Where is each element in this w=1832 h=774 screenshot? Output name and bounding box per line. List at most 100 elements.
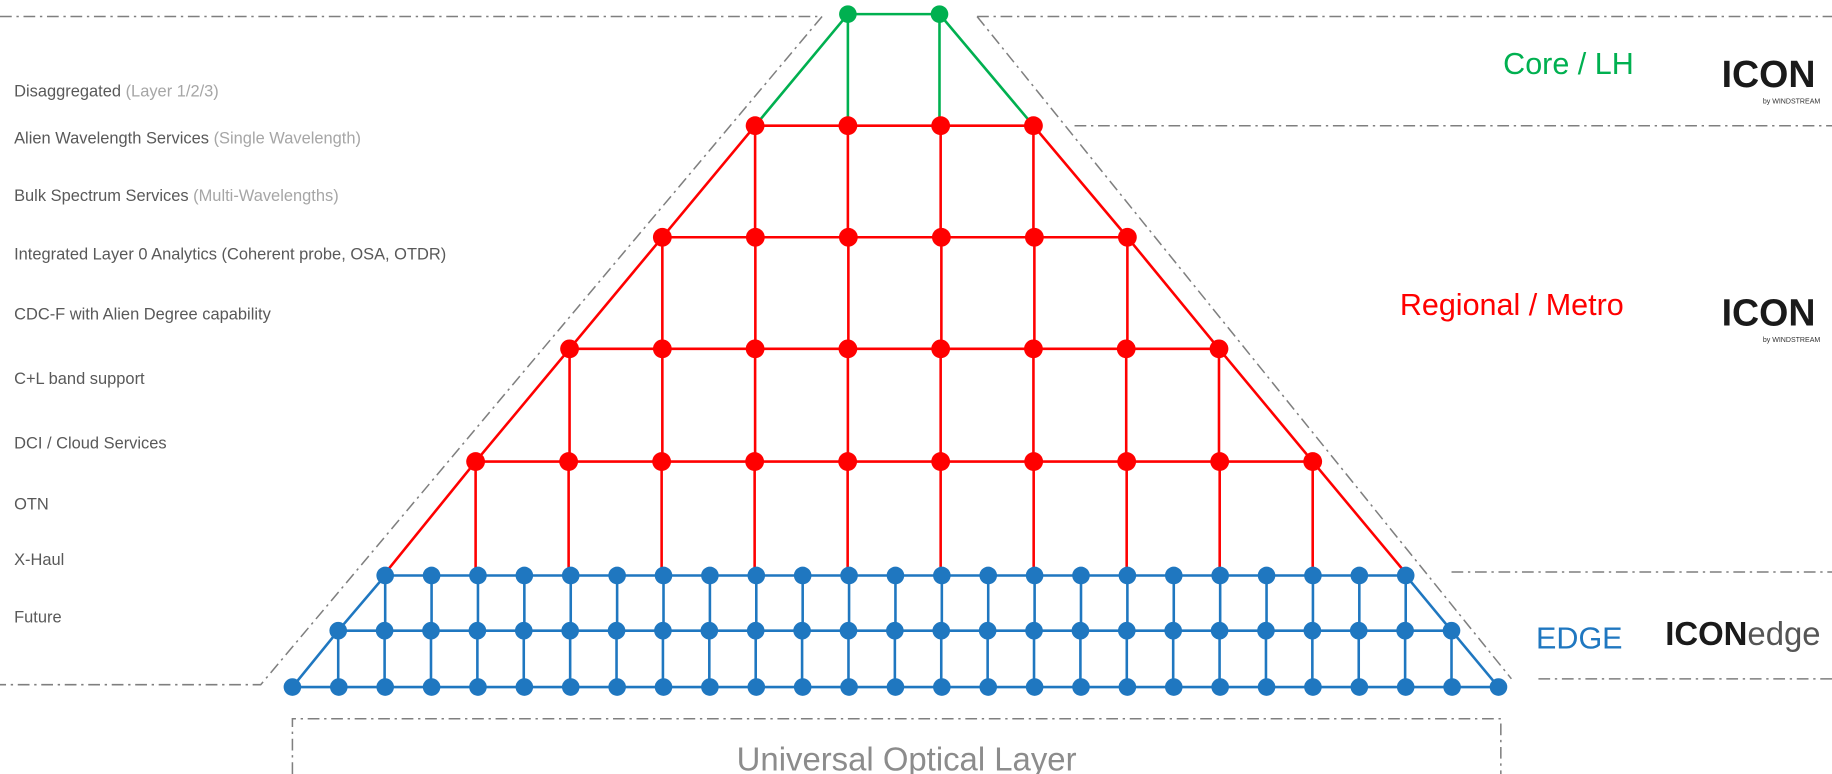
- link: [474, 348, 571, 463]
- node: [745, 116, 765, 136]
- feature: Disaggregated (Layer 1/2/3): [14, 82, 219, 100]
- node: [283, 678, 302, 696]
- node: [329, 621, 348, 640]
- node: [376, 678, 394, 696]
- logo-brand: ICON: [1722, 53, 1816, 95]
- node: [745, 339, 765, 359]
- link: [1217, 348, 1314, 463]
- node: [654, 621, 672, 640]
- node: [559, 452, 579, 471]
- node: [654, 566, 673, 585]
- node: [1024, 452, 1044, 471]
- node: [1489, 678, 1508, 696]
- feature-text: CDC-F with Alien Degree capability: [14, 305, 271, 323]
- guide-right: [976, 15, 1832, 680]
- node: [979, 678, 998, 696]
- node: [1211, 566, 1229, 585]
- node: [747, 678, 766, 696]
- feature-text: Integrated Layer 0 Analytics (Coherent p…: [14, 246, 446, 264]
- node: [1304, 566, 1322, 585]
- logo: ICON by WINDSTREAM: [1722, 291, 1821, 343]
- node: [746, 621, 765, 640]
- footer-label: Universal Optical Layer: [737, 740, 1077, 774]
- feature: C+L band support: [14, 370, 145, 388]
- node: [1117, 227, 1137, 247]
- node: [652, 339, 672, 359]
- node: [1304, 678, 1322, 696]
- tier-divider: [1074, 124, 1832, 680]
- node: [1442, 621, 1461, 640]
- link: [1126, 236, 1220, 350]
- network: [283, 5, 1508, 696]
- node: [1071, 621, 1090, 640]
- feature: Integrated Layer 0 Analytics (Coherent p…: [14, 246, 446, 264]
- node: [468, 621, 487, 640]
- node: [652, 227, 672, 247]
- node: [515, 566, 534, 585]
- node: [1164, 566, 1183, 585]
- link: [1404, 574, 1453, 632]
- link: [754, 13, 849, 127]
- logo-byline: by WINDSTREAM: [1763, 337, 1821, 344]
- node: [745, 227, 765, 247]
- node: [1303, 621, 1322, 640]
- node: [1396, 566, 1415, 585]
- feature-text: X-Haul: [14, 551, 64, 569]
- feature: OTN: [14, 496, 49, 514]
- node: [1164, 678, 1183, 696]
- feature-text: OTN: [14, 496, 49, 514]
- link: [337, 574, 387, 632]
- node: [931, 227, 951, 247]
- feature-note: (Multi-Wavelengths): [193, 187, 339, 205]
- logo: ICONedge: [1665, 615, 1820, 652]
- link: [1032, 124, 1129, 239]
- node: [933, 566, 951, 585]
- node: [422, 678, 441, 696]
- node: [701, 678, 719, 696]
- feature: Alien Wavelength Services (Single Wavele…: [14, 129, 361, 147]
- node: [838, 452, 858, 471]
- node: [1210, 621, 1229, 640]
- node: [701, 566, 719, 585]
- node: [793, 566, 812, 585]
- node: [793, 678, 812, 696]
- node: [1164, 621, 1182, 640]
- feature: CDC-F with Alien Degree capability: [14, 305, 271, 323]
- node: [1072, 566, 1090, 585]
- node: [1443, 678, 1461, 696]
- node: [930, 5, 949, 23]
- node: [1210, 452, 1230, 471]
- guide-left: [0, 15, 824, 686]
- logo-brand: ICON: [1665, 615, 1747, 652]
- node: [561, 566, 580, 585]
- node: [375, 621, 394, 640]
- node: [978, 621, 997, 640]
- feature-text: Bulk Spectrum Services: [14, 187, 188, 205]
- feature: DCI / Cloud Services: [14, 435, 167, 453]
- link: [384, 460, 477, 574]
- node: [1350, 678, 1369, 696]
- feature-text: Future: [14, 608, 62, 626]
- node: [932, 621, 951, 640]
- node: [469, 566, 487, 585]
- feature-list: Disaggregated (Layer 1/2/3) Alien Wavelen…: [14, 82, 446, 626]
- node: [931, 452, 951, 471]
- node: [1396, 621, 1414, 640]
- tier-label: EDGE: [1536, 621, 1622, 655]
- feature-text: Alien Wavelength Services: [14, 129, 209, 147]
- node: [376, 566, 394, 585]
- logo-suffix: edge: [1747, 615, 1820, 652]
- node: [1072, 678, 1090, 696]
- node: [747, 566, 766, 585]
- node: [1303, 452, 1323, 471]
- node: [560, 339, 579, 359]
- node: [931, 339, 951, 359]
- node: [654, 678, 673, 696]
- node: [700, 621, 719, 640]
- feature-text: Disaggregated: [14, 82, 121, 100]
- node: [652, 452, 672, 471]
- node: [1396, 678, 1415, 696]
- logo: ICON by WINDSTREAM: [1722, 53, 1821, 105]
- node: [931, 116, 951, 136]
